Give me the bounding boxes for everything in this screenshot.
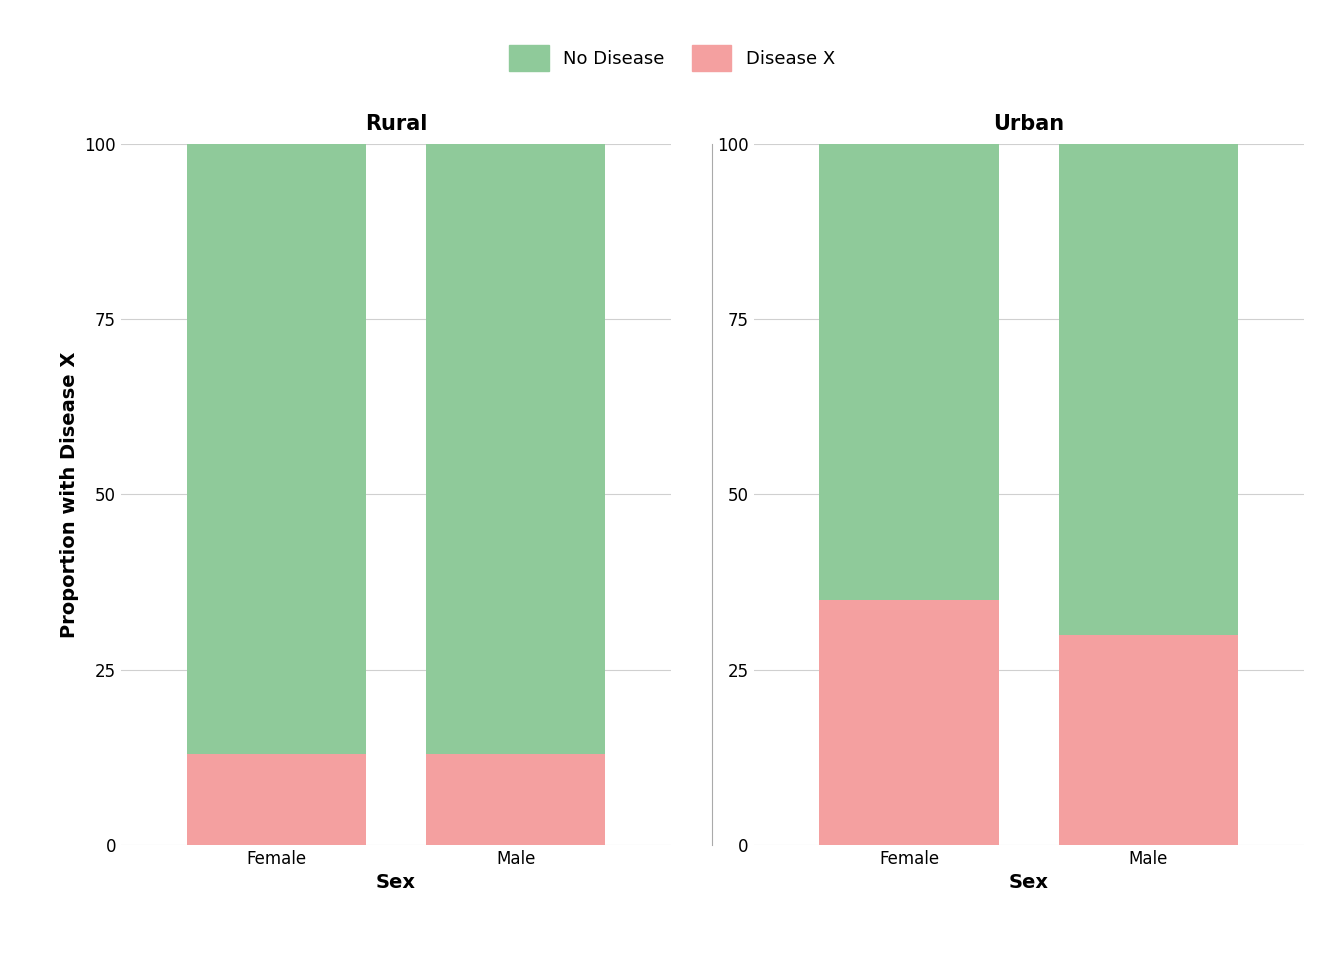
Bar: [187, 144, 366, 754]
Bar: [187, 754, 366, 845]
X-axis label: Sex: Sex: [1008, 874, 1048, 892]
Title: Urban: Urban: [993, 114, 1064, 134]
Bar: [426, 144, 605, 754]
Legend: No Disease, Disease X: No Disease, Disease X: [501, 37, 843, 78]
Title: Rural: Rural: [364, 114, 427, 134]
Bar: [1059, 144, 1238, 635]
Bar: [1059, 635, 1238, 845]
Bar: [820, 144, 999, 599]
Bar: [426, 754, 605, 845]
X-axis label: Sex: Sex: [376, 874, 417, 892]
Bar: [820, 599, 999, 845]
Y-axis label: Proportion with Disease X: Proportion with Disease X: [60, 351, 79, 637]
